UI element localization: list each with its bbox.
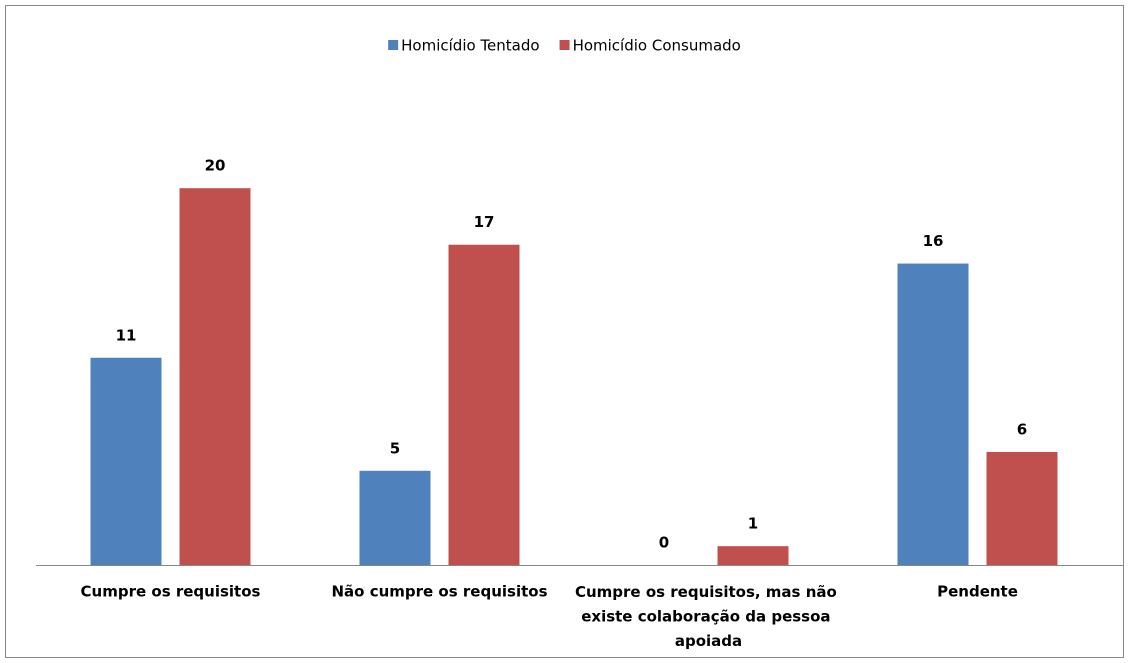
data-label: 11 [116,326,137,344]
x-tick-label-line: existe colaboração da pessoa [581,607,836,625]
data-label: 0 [659,534,669,552]
bar [448,244,520,565]
bar [90,357,162,565]
bar [897,263,969,565]
data-label: 1 [748,515,758,533]
x-tick-label: Não cumpre os requisitos [332,583,548,601]
x-tick-label: Cumpre os requisitos, mas não existe col… [575,583,842,650]
x-tick-label-line: apoiada [675,632,742,650]
bar [717,546,789,565]
data-label: 16 [923,232,944,250]
bar [179,188,251,565]
data-label: 17 [474,213,495,231]
x-tick-label: Cumpre os requisitos [81,583,261,601]
legend-swatch [559,40,570,50]
legend-swatch [388,40,399,50]
data-label: 5 [390,439,400,457]
x-tick-label: Pendente [937,583,1018,601]
legend-item: Homicídio Tentado [388,37,540,55]
data-label: 6 [1017,420,1027,438]
bar [986,451,1058,565]
legend-item: Homicídio Consumado [559,37,741,55]
legend-label: Homicídio Consumado [573,37,741,55]
bar [359,470,431,565]
legend-label: Homicídio Tentado [401,37,539,55]
data-label: 20 [205,157,226,175]
x-tick-label-line: Cumpre os requisitos, mas não [575,583,842,601]
